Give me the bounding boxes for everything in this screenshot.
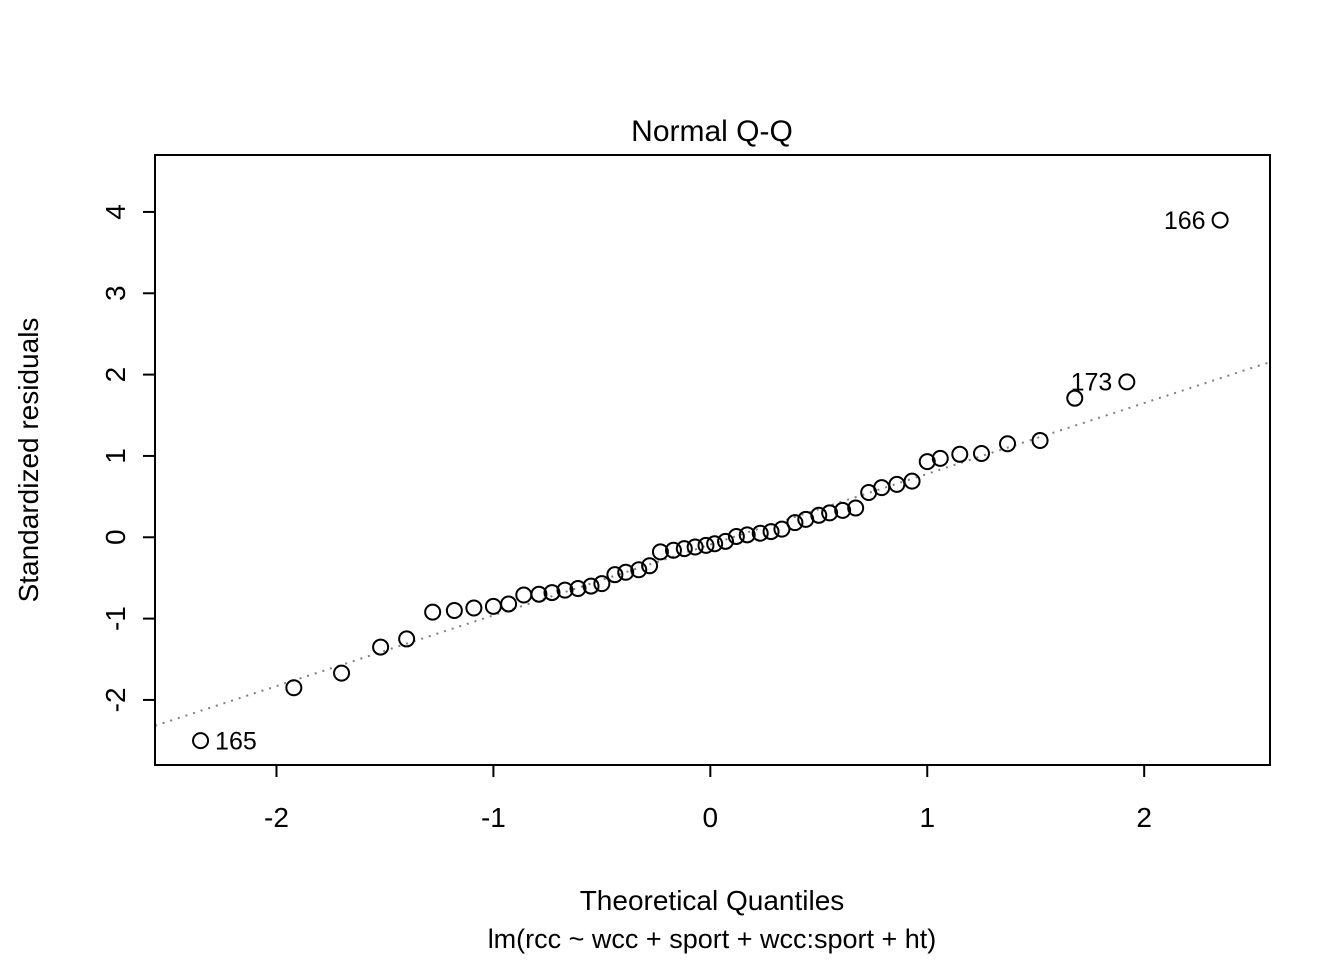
y-tick-label: 1 [100,448,131,464]
data-point [398,630,416,648]
data-point [465,599,483,617]
y-tick-label: 4 [100,204,131,220]
data-point [651,543,669,561]
data-point [1066,389,1084,407]
data-point [706,535,724,553]
data-point [847,499,865,517]
data-point [834,501,852,519]
data-point [951,445,969,463]
plot-border [154,154,1271,766]
data-point [372,638,390,656]
x-tick-label: 1 [919,802,935,833]
data-point [999,435,1017,453]
outlier-label: 165 [215,727,257,755]
data-point [903,472,921,490]
data-point [556,581,574,599]
data-point [543,584,561,602]
data-point [484,597,502,615]
data-point [751,524,769,542]
data-point-outlier [1118,373,1136,391]
data-point [664,541,682,559]
plot-area: -2 -1 0 1 2 -2 -1 0 1 2 3 4 165 173 166 [100,154,1271,833]
y-tick-label: -2 [100,687,131,712]
x-tick-label: 2 [1136,802,1152,833]
data-point [918,453,936,471]
data-point [641,557,659,575]
data-point [738,526,756,544]
data-point-outlier [192,732,210,750]
data-point [762,523,780,541]
data-point [810,506,828,524]
data-point [569,580,587,598]
data-point [717,532,735,550]
data-point [424,603,442,621]
data-point [727,527,745,545]
x-tick-label: -2 [264,802,289,833]
plot-title: Normal Q-Q [631,115,793,148]
data-point [630,561,648,579]
outlier-label: 166 [1164,207,1206,235]
data-point [821,504,839,522]
data-point [445,601,463,619]
x-axis-label: Theoretical Quantiles [580,885,845,916]
data-point [1031,431,1049,449]
data-point [931,449,949,467]
y-axis-label: Standardized residuals [13,318,44,603]
y-tick-label: 0 [100,529,131,545]
data-point [285,679,303,697]
data-point [606,566,624,584]
outlier-label: 173 [1071,369,1113,397]
qq-reference-line [154,361,1271,727]
y-tick-label: 2 [100,367,131,383]
data-point [500,595,518,613]
y-tick-label: -1 [100,606,131,631]
data-point [686,538,704,556]
data-point-outlier [1211,211,1229,229]
data-point [697,536,715,554]
data-point [786,514,804,532]
y-tick-label: 3 [100,285,131,301]
data-point [888,475,906,493]
data-point [593,575,611,593]
data-point [515,586,533,604]
x-tick-label: 0 [703,802,719,833]
x-tick-label: -1 [481,802,506,833]
data-point [582,577,600,595]
model-call-subtitle: lm(rcc ~ wcc + sport + wcc:sport + ht) [488,924,937,954]
data-point [972,444,990,462]
data-point [773,520,791,538]
data-point [617,563,635,581]
data-point [675,540,693,558]
data-point [333,664,351,682]
data-point [530,585,548,603]
